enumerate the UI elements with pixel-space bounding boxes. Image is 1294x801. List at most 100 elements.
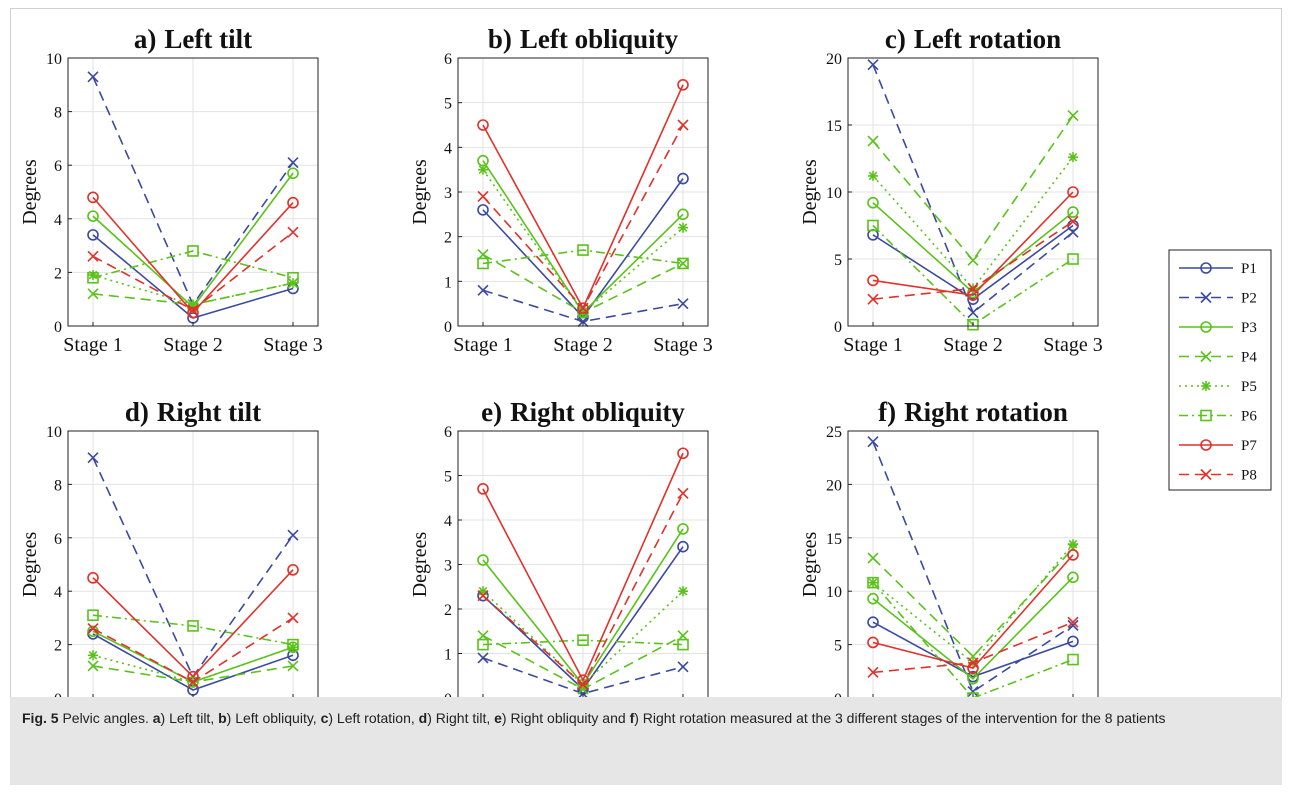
legend-item-p8: P8 <box>1179 468 1257 484</box>
marker-p4 <box>967 254 979 266</box>
y-axis-label: Degrees <box>799 532 821 598</box>
series-line-p7 <box>92 569 294 678</box>
caption-segment: e <box>494 710 502 726</box>
series-line-p7 <box>872 554 1074 669</box>
chart-panel: 0 1 2 3 4 5 6 Stage 1 Stage 2 Stage 3 Degrees b) Lef… <box>409 24 713 356</box>
chart-title: c) Left rotation <box>885 24 1061 54</box>
marker-p8 <box>577 302 589 314</box>
series-line-p4 <box>872 115 1074 262</box>
marker-p2 <box>477 284 489 296</box>
marker-p7 <box>677 79 689 91</box>
legend-item-p4: P4 <box>1179 350 1257 366</box>
marker-p5 <box>678 222 688 233</box>
marker-p8 <box>287 612 299 624</box>
y-axis-label: Degrees <box>19 159 41 225</box>
marker-p2 <box>1067 226 1079 238</box>
y-axis-label: Degrees <box>409 159 431 225</box>
marker-p5 <box>1068 539 1078 550</box>
marker-p7 <box>677 447 689 460</box>
marker-p7 <box>1067 549 1079 561</box>
marker-p3 <box>1200 321 1212 333</box>
marker-p3 <box>477 554 489 566</box>
marker-p8 <box>677 119 689 131</box>
marker-p8 <box>1200 468 1212 481</box>
marker-p6 <box>867 219 879 232</box>
axes-box <box>847 430 1099 697</box>
caption-segment: ) Left obliquity, <box>226 710 321 726</box>
caption-body: Pelvic angles. a) Left tilt, b) Left obl… <box>59 710 1166 726</box>
legend-label: P3 <box>1241 320 1257 336</box>
legend-label: P5 <box>1241 379 1257 395</box>
legend-label: P1 <box>1241 261 1257 277</box>
marker-p6 <box>1200 409 1212 422</box>
marker-p4 <box>1200 350 1212 363</box>
chart-title: d) Right tilt <box>125 397 261 427</box>
y-tick-label: 10 <box>46 51 62 68</box>
marker-p6 <box>87 609 99 622</box>
y-axis-label: Degrees <box>799 159 821 225</box>
chart-title-text: Left tilt <box>164 24 252 54</box>
marker-p3 <box>87 210 99 222</box>
marker-p2 <box>87 452 99 464</box>
marker-p4 <box>87 288 99 300</box>
y-tick-label: 4 <box>54 212 62 229</box>
y-tick-label: 0 <box>834 691 842 697</box>
legend-item-p2: P2 <box>1179 291 1257 307</box>
marker-p6 <box>577 244 589 256</box>
y-tick-label: 5 <box>444 96 452 113</box>
marker-p5 <box>288 642 298 653</box>
axes-box <box>67 430 319 697</box>
y-tick-label: 2 <box>444 230 452 247</box>
y-tick-label: 20 <box>826 51 842 68</box>
marker-p6 <box>867 576 879 589</box>
marker-p1 <box>677 540 689 553</box>
marker-p8 <box>1067 616 1079 628</box>
y-tick-label: 0 <box>54 691 62 697</box>
marker-p1 <box>1067 635 1079 648</box>
marker-p6 <box>477 257 489 270</box>
caption-segment: ) Left rotation, <box>328 710 419 726</box>
x-tick-label: Stage 1 <box>453 334 512 356</box>
chart-title: f) Right rotation <box>878 397 1068 427</box>
marker-p8 <box>477 590 489 602</box>
series-line-p7 <box>872 191 1074 297</box>
marker-p5 <box>1068 152 1078 163</box>
chart-title-letter: d) <box>125 397 149 427</box>
chart-title: e) Right obliquity <box>481 397 685 427</box>
marker-p1 <box>677 172 689 185</box>
marker-p8 <box>677 487 689 499</box>
marker-p5 <box>478 586 488 597</box>
legend-item-p1: P1 <box>1179 261 1257 277</box>
marker-p7 <box>187 306 199 319</box>
series-line-p1 <box>872 621 1074 678</box>
marker-p8 <box>1067 215 1079 228</box>
legend-label: P8 <box>1241 468 1257 484</box>
y-tick-label: 1 <box>444 647 452 664</box>
y-tick-label: 4 <box>444 513 452 530</box>
y-tick-label: 8 <box>54 477 62 494</box>
marker-p2 <box>1200 291 1212 304</box>
marker-p4 <box>287 660 299 672</box>
marker-p8 <box>477 190 489 203</box>
marker-p6 <box>187 620 199 632</box>
marker-p2 <box>967 686 979 697</box>
chart-title-text: Right tilt <box>157 397 261 427</box>
chart-title-letter: e) <box>481 397 502 427</box>
marker-p7 <box>867 636 879 649</box>
marker-p7 <box>1067 186 1079 198</box>
y-tick-label: 6 <box>54 158 62 175</box>
marker-p4 <box>1067 110 1079 122</box>
y-tick-label: 2 <box>444 602 452 619</box>
marker-p2 <box>867 436 879 448</box>
marker-p2 <box>677 661 689 673</box>
marker-p3 <box>677 208 689 221</box>
marker-p8 <box>187 304 199 316</box>
marker-p6 <box>677 638 689 651</box>
caption-segment: ) Right rotation measured at the 3 diffe… <box>634 710 1166 726</box>
marker-p2 <box>287 156 299 169</box>
chart-title-letter: f) <box>878 397 896 427</box>
marker-p2 <box>577 315 589 328</box>
chart-panel: 0 5 10 15 20 Stage 1 Stage 2 Stage 3 Degrees c) Le… <box>799 24 1103 356</box>
marker-p7 <box>287 196 299 209</box>
